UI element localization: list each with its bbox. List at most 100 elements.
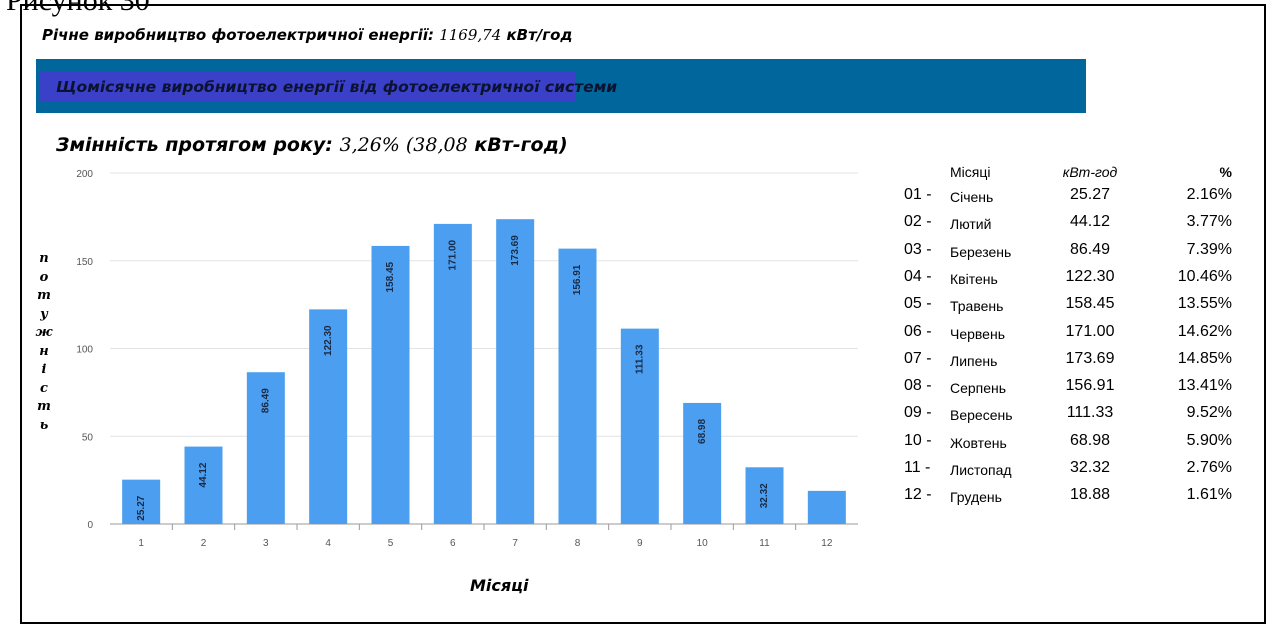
table-row: 04 - Квітень 122.30 10.46% <box>900 268 1260 295</box>
x-tick-label: 4 <box>325 538 331 549</box>
x-tick-label: 12 <box>821 538 833 549</box>
bar-data-label: 171.00 <box>447 239 458 270</box>
bar <box>683 402 722 524</box>
table-header-kwh: кВт-год <box>1062 164 1118 180</box>
banner-highlight <box>40 71 576 101</box>
month-number: 02 - <box>904 213 932 231</box>
month-kwh: 173.69 <box>1065 349 1115 367</box>
month-pct: 10.46% <box>1177 267 1232 285</box>
month-name: Травень <box>950 298 1004 315</box>
month-number: 01 - <box>904 186 932 203</box>
month-kwh: 25.27 <box>1069 186 1111 203</box>
month-kwh: 32.32 <box>1069 459 1111 476</box>
variability-label: Змінність протягом року: <box>56 134 333 156</box>
y-axis-label-letter: ж <box>35 325 53 340</box>
table-row: 02 - Лютий 44.12 3.77% <box>900 213 1260 240</box>
month-pct: 13.55% <box>1177 295 1232 313</box>
annual-value: 1169,74 <box>439 26 502 44</box>
month-number: 05 - <box>904 295 932 313</box>
month-name: Грудень <box>950 489 1002 506</box>
month-kwh: 156.91 <box>1065 377 1115 395</box>
month-pct: 14.85% <box>1177 349 1232 367</box>
table-row: 05 - Травень 158.45 13.55% <box>900 295 1260 322</box>
bar-data-label: 44.12 <box>198 462 209 487</box>
bar-data-label: 173.69 <box>510 235 521 266</box>
y-tick-label: 100 <box>76 345 93 356</box>
bar-data-label: 25.27 <box>136 495 147 520</box>
y-axis-label-letter: т <box>37 288 51 303</box>
month-pct: 13.41% <box>1177 377 1232 395</box>
x-tick-label: 10 <box>697 538 709 549</box>
bar-data-label: 86.49 <box>260 388 271 413</box>
banner-title: Щомісячне виробництво енергії від фотоел… <box>56 78 618 96</box>
x-tick-label: 2 <box>201 538 207 549</box>
bar <box>122 479 161 524</box>
month-name: Жовтень <box>950 434 1007 451</box>
month-number: 06 - <box>904 322 932 340</box>
month-kwh: 18.88 <box>1069 486 1111 504</box>
month-number: 09 - <box>904 404 932 422</box>
month-pct: 2.76% <box>1186 459 1232 476</box>
monthly-banner: Щомісячне виробництво енергії від фотоел… <box>36 59 1086 113</box>
month-kwh: 68.98 <box>1069 431 1111 449</box>
month-name: Серпень <box>950 380 1007 397</box>
month-number: 04 - <box>904 267 932 285</box>
x-tick-label: 6 <box>450 538 456 549</box>
month-kwh: 111.33 <box>1066 404 1114 422</box>
month-name: Лютий <box>950 216 992 233</box>
month-pct: 2.16% <box>1186 186 1232 203</box>
x-tick-label: 8 <box>575 538 581 549</box>
bar-data-label: 156.91 <box>572 264 583 295</box>
y-axis-label-letter: ь <box>39 417 49 433</box>
month-name: Липень <box>950 352 998 369</box>
x-tick-label: 7 <box>512 538 518 549</box>
x-tick-label: 5 <box>388 538 394 549</box>
month-name: Січень <box>950 189 994 205</box>
annual-label: Річне виробництво фотоелектричної енергі… <box>42 26 434 44</box>
y-axis-label-letter: і <box>41 362 47 377</box>
bar <box>558 248 597 524</box>
month-pct: 14.62% <box>1177 322 1232 340</box>
bar-chart: 0 50 100 150 200 25.27 1 44.12 2 86.49 3 122.30 4 158… <box>76 169 858 549</box>
bar <box>184 446 223 524</box>
month-pct: 5.90% <box>1186 431 1232 449</box>
month-name: Листопад <box>950 462 1012 478</box>
table-row: 09 - Вересень 111.33 9.52% <box>900 404 1260 431</box>
month-name: Вересень <box>950 407 1013 424</box>
month-number: 07 - <box>904 349 932 367</box>
month-number: 12 - <box>904 486 932 504</box>
table-row: 07 - Липень 173.69 14.85% <box>900 350 1260 377</box>
month-number: 11 - <box>904 459 931 476</box>
table-row: 11 - Листопад 32.32 2.76% <box>900 459 1260 486</box>
month-pct: 7.39% <box>1186 240 1232 258</box>
table-header-pct: % <box>1219 164 1232 180</box>
month-name: Квітень <box>950 270 998 287</box>
bar <box>745 467 784 524</box>
month-number: 03 - <box>904 240 932 258</box>
bar-data-label: 158.45 <box>385 261 396 292</box>
bar-data-label: 111.33 <box>634 344 645 374</box>
x-tick-label: 9 <box>637 538 643 549</box>
x-tick-label: 1 <box>138 538 144 549</box>
bar <box>371 245 410 524</box>
y-axis-label-letter: с <box>40 380 48 396</box>
variability-line: Змінність протягом року: 3,26% (38,08 кВ… <box>56 134 568 156</box>
month-name: Березень <box>950 243 1012 260</box>
bar <box>620 328 659 524</box>
bar <box>807 490 846 524</box>
x-axis-label: Місяці <box>470 576 529 595</box>
bar <box>309 309 348 524</box>
y-axis-label-letter: п <box>39 251 49 266</box>
month-kwh: 86.49 <box>1069 240 1111 258</box>
month-pct: 1.61% <box>1186 486 1232 504</box>
bar <box>496 219 535 524</box>
bar <box>246 372 285 524</box>
x-tick-label: 11 <box>759 538 770 549</box>
table-row: 10 - Жовтень 68.98 5.90% <box>900 432 1260 459</box>
bar-data-label: 32.32 <box>759 483 770 508</box>
month-kwh: 158.45 <box>1065 295 1115 313</box>
month-pct: 3.77% <box>1186 213 1232 231</box>
table-row: 01 - Січень 25.27 2.16% <box>900 186 1260 213</box>
month-number: 10 - <box>904 431 932 449</box>
